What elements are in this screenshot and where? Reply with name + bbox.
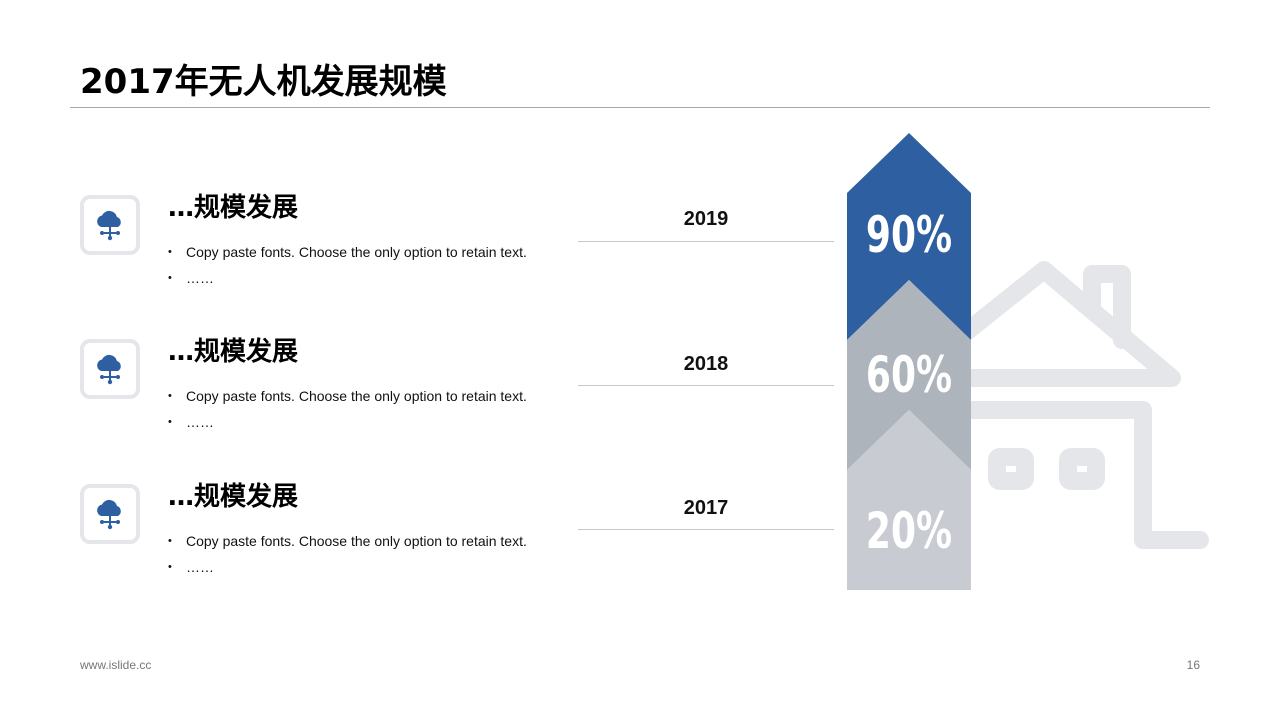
list-item: …规模发展 Copy paste fonts. Choose the only … (80, 337, 840, 459)
bullet-list: Copy paste fonts. Choose the only option… (168, 528, 527, 580)
list-item: …规模发展 Copy paste fonts. Choose the only … (80, 482, 840, 604)
percent-label-20: 20% (866, 503, 952, 560)
title-divider (70, 107, 1210, 108)
year-divider (578, 241, 834, 242)
house-icon (941, 261, 1209, 549)
icon-box (80, 484, 140, 544)
percent-label-60: 60% (866, 347, 952, 404)
year-label-2019: 2019 (683, 208, 729, 230)
cloud-network-icon (97, 210, 121, 241)
year-label-2018: 2018 (683, 353, 729, 375)
arrow-segment-90 (847, 133, 971, 340)
bullet-item: Copy paste fonts. Choose the only option… (168, 528, 527, 554)
year-divider (578, 529, 834, 530)
bullet-item: …… (168, 265, 527, 291)
bullet-item: …… (168, 409, 527, 435)
icon-box (80, 339, 140, 399)
bullet-list: Copy paste fonts. Choose the only option… (168, 383, 527, 435)
bullet-item: Copy paste fonts. Choose the only option… (168, 239, 527, 265)
year-divider (578, 385, 834, 386)
cloud-network-icon (97, 499, 121, 530)
item-heading: …规模发展 (168, 337, 299, 367)
arrow-segment-20 (847, 410, 971, 590)
item-heading: …规模发展 (168, 482, 299, 512)
arrow-segment-60 (847, 280, 971, 470)
bullet-item: …… (168, 554, 527, 580)
bullet-list: Copy paste fonts. Choose the only option… (168, 239, 527, 291)
cloud-network-icon (97, 354, 121, 385)
icon-box (80, 195, 140, 255)
percent-label-90: 90% (866, 207, 952, 264)
item-heading: …规模发展 (168, 193, 299, 223)
page-number: 16 (1186, 658, 1200, 672)
bullet-item: Copy paste fonts. Choose the only option… (168, 383, 527, 409)
year-label-2017: 2017 (683, 497, 729, 519)
page-title: 2017年无人机发展规模 (80, 62, 447, 102)
list-item: …规模发展 Copy paste fonts. Choose the only … (80, 193, 840, 315)
footer-url: www.islide.cc (80, 658, 152, 672)
